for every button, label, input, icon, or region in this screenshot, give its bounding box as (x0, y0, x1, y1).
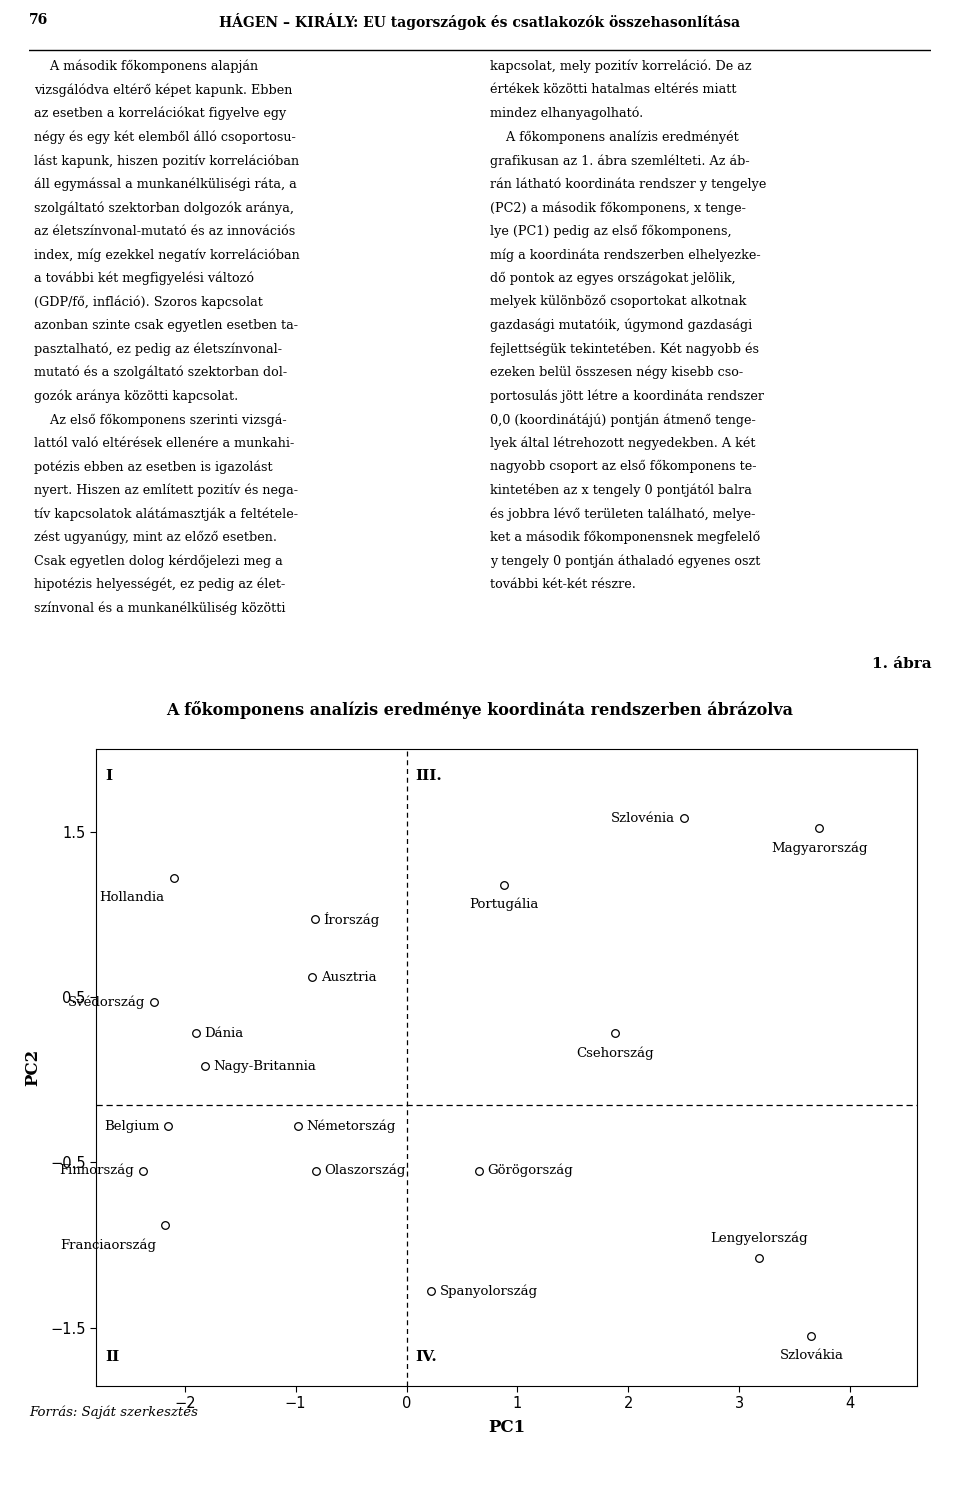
Text: Ausztria: Ausztria (322, 971, 376, 984)
Text: A főkomponens analízis eredményét: A főkomponens analízis eredményét (490, 130, 738, 144)
Text: pasztalható, ez pedig az életszínvonal-: pasztalható, ez pedig az életszínvonal- (34, 343, 281, 357)
X-axis label: PC1: PC1 (488, 1420, 525, 1437)
Text: Csak egyetlen dolog kérdőjelezi meg a: Csak egyetlen dolog kérdőjelezi meg a (34, 554, 282, 568)
Text: III.: III. (416, 768, 443, 783)
Text: Hollandia: Hollandia (100, 891, 165, 905)
Text: HÁGEN – KIRÁLY: EU tagországok és csatlakozók összehasonlítása: HÁGEN – KIRÁLY: EU tagországok és csatla… (220, 12, 740, 30)
Text: az életszínvonal-mutató és az innovációs: az életszínvonal-mutató és az innovációs (34, 225, 295, 238)
Text: (PC2) a második főkomponens, x tenge-: (PC2) a második főkomponens, x tenge- (490, 201, 746, 214)
Text: hipotézis helyességét, ez pedig az élet-: hipotézis helyességét, ez pedig az élet- (34, 578, 285, 592)
Text: szolgáltató szektorban dolgozók aránya,: szolgáltató szektorban dolgozók aránya, (34, 201, 294, 214)
Text: Nagy-Britannia: Nagy-Britannia (213, 1061, 317, 1073)
Text: portosulás jött létre a koordináta rendszer: portosulás jött létre a koordináta rends… (490, 389, 763, 403)
Text: ezeken belül összesen négy kisebb cso-: ezeken belül összesen négy kisebb cso- (490, 366, 743, 379)
Text: Svédország: Svédország (67, 995, 145, 1008)
Text: míg a koordináta rendszerben elhelyezke-: míg a koordináta rendszerben elhelyezke- (490, 249, 760, 262)
Text: kapcsolat, mely pozitív korreláció. De az: kapcsolat, mely pozitív korreláció. De a… (490, 60, 752, 73)
Text: II: II (105, 1350, 119, 1365)
Text: az esetben a korrelációkat figyelve egy: az esetben a korrelációkat figyelve egy (34, 106, 286, 120)
Text: index, míg ezekkel negatív korrelációban: index, míg ezekkel negatív korrelációban (34, 249, 300, 262)
Text: Az első főkomponens szerinti vizsgá-: Az első főkomponens szerinti vizsgá- (34, 413, 286, 427)
Text: mindez elhanyagolható.: mindez elhanyagolható. (490, 106, 643, 120)
Text: Csehország: Csehország (576, 1047, 654, 1061)
Text: értékek közötti hatalmas eltérés miatt: értékek közötti hatalmas eltérés miatt (490, 84, 736, 96)
Text: Írország: Írország (324, 912, 379, 927)
Text: és jobbra lévő területen található, melye-: és jobbra lévő területen található, mely… (490, 508, 755, 521)
Text: Szlovénia: Szlovénia (611, 812, 675, 825)
Text: nyert. Hiszen az említett pozitív és nega-: nyert. Hiszen az említett pozitív és neg… (34, 484, 298, 497)
Text: (GDP/fő, infláció). Szoros kapcsolat: (GDP/fő, infláció). Szoros kapcsolat (34, 295, 262, 309)
Text: Finnország: Finnország (59, 1164, 133, 1177)
Text: további két-két részre.: további két-két részre. (490, 578, 636, 590)
Text: színvonal és a munkanélküliség közötti: színvonal és a munkanélküliség közötti (34, 601, 285, 614)
Text: Spanyolország: Spanyolország (440, 1285, 538, 1299)
Text: Olaszország: Olaszország (324, 1164, 406, 1177)
Y-axis label: PC2: PC2 (25, 1049, 41, 1086)
Text: I: I (105, 768, 112, 783)
Text: Franciaország: Franciaország (60, 1239, 156, 1252)
Text: 0,0 (koordinátájú) pontján átmenő tenge-: 0,0 (koordinátájú) pontján átmenő tenge- (490, 413, 756, 427)
Text: Lengyelország: Lengyelország (710, 1231, 808, 1245)
Text: gozók aránya közötti kapcsolat.: gozók aránya közötti kapcsolat. (34, 389, 238, 403)
Text: lást kapunk, hiszen pozitív korrelációban: lást kapunk, hiszen pozitív korrelációba… (34, 154, 299, 168)
Text: négy és egy két elemből álló csoportosu-: négy és egy két elemből álló csoportosu- (34, 130, 296, 144)
Text: Belgium: Belgium (104, 1119, 159, 1132)
Text: 76: 76 (29, 12, 48, 27)
Text: nagyobb csoport az első főkomponens te-: nagyobb csoport az első főkomponens te- (490, 460, 756, 473)
Text: Magyarország: Magyarország (771, 842, 868, 855)
Text: vizsgálódva eltérő képet kapunk. Ebben: vizsgálódva eltérő képet kapunk. Ebben (34, 84, 292, 97)
Text: Németország: Németország (307, 1119, 396, 1132)
Text: 1. ábra: 1. ábra (872, 656, 931, 671)
Text: Forrás: Saját szerkesztés: Forrás: Saját szerkesztés (29, 1405, 198, 1419)
Text: IV.: IV. (416, 1350, 437, 1365)
Text: kintetében az x tengely 0 pontjától balra: kintetében az x tengely 0 pontjától balr… (490, 484, 752, 497)
Text: lyek által létrehozott negyedekben. A két: lyek által létrehozott negyedekben. A ké… (490, 436, 756, 449)
Text: lattól való eltérések ellenére a munkahi-: lattól való eltérések ellenére a munkahi… (34, 436, 294, 449)
Text: y tengely 0 pontján áthaladó egyenes oszt: y tengely 0 pontján áthaladó egyenes osz… (490, 554, 760, 568)
Text: ket a második főkomponensnek megfelelő: ket a második főkomponensnek megfelelő (490, 530, 760, 544)
Text: tív kapcsolatok alátámasztják a feltétele-: tív kapcsolatok alátámasztják a feltétel… (34, 508, 298, 521)
Text: melyek különböző csoportokat alkotnak: melyek különböző csoportokat alkotnak (490, 295, 746, 309)
Text: fejlettségük tekintetében. Két nagyobb és: fejlettségük tekintetében. Két nagyobb é… (490, 343, 758, 357)
Text: a további két megfigyelési változó: a további két megfigyelési változó (34, 271, 253, 285)
Text: potézis ebben az esetben is igazolást: potézis ebben az esetben is igazolást (34, 460, 273, 473)
Text: A második főkomponens alapján: A második főkomponens alapján (34, 60, 257, 73)
Text: mutató és a szolgáltató szektorban dol-: mutató és a szolgáltató szektorban dol- (34, 366, 287, 379)
Text: azonban szinte csak egyetlen esetben ta-: azonban szinte csak egyetlen esetben ta- (34, 319, 298, 333)
Text: lye (PC1) pedig az első főkomponens,: lye (PC1) pedig az első főkomponens, (490, 225, 732, 238)
Text: Szlovákia: Szlovákia (780, 1350, 844, 1362)
Text: zést ugyanúgy, mint az előző esetben.: zést ugyanúgy, mint az előző esetben. (34, 530, 276, 544)
Text: rán látható koordináta rendszer y tengelye: rán látható koordináta rendszer y tengel… (490, 178, 766, 192)
Text: gazdasági mutatóik, úgymond gazdasági: gazdasági mutatóik, úgymond gazdasági (490, 319, 752, 333)
Text: áll egymással a munkanélküliségi ráta, a: áll egymással a munkanélküliségi ráta, a (34, 178, 297, 192)
Text: Görögország: Görögország (488, 1164, 573, 1177)
Text: A főkomponens analízis eredménye koordináta rendszerben ábrázolva: A főkomponens analízis eredménye koordin… (166, 701, 794, 719)
Text: grafikusan az 1. ábra szemlélteti. Az áb-: grafikusan az 1. ábra szemlélteti. Az áb… (490, 154, 749, 168)
Text: dő pontok az egyes országokat jelölik,: dő pontok az egyes országokat jelölik, (490, 271, 735, 285)
Text: Portugália: Portugália (469, 897, 539, 911)
Text: Dánia: Dánia (204, 1028, 244, 1040)
